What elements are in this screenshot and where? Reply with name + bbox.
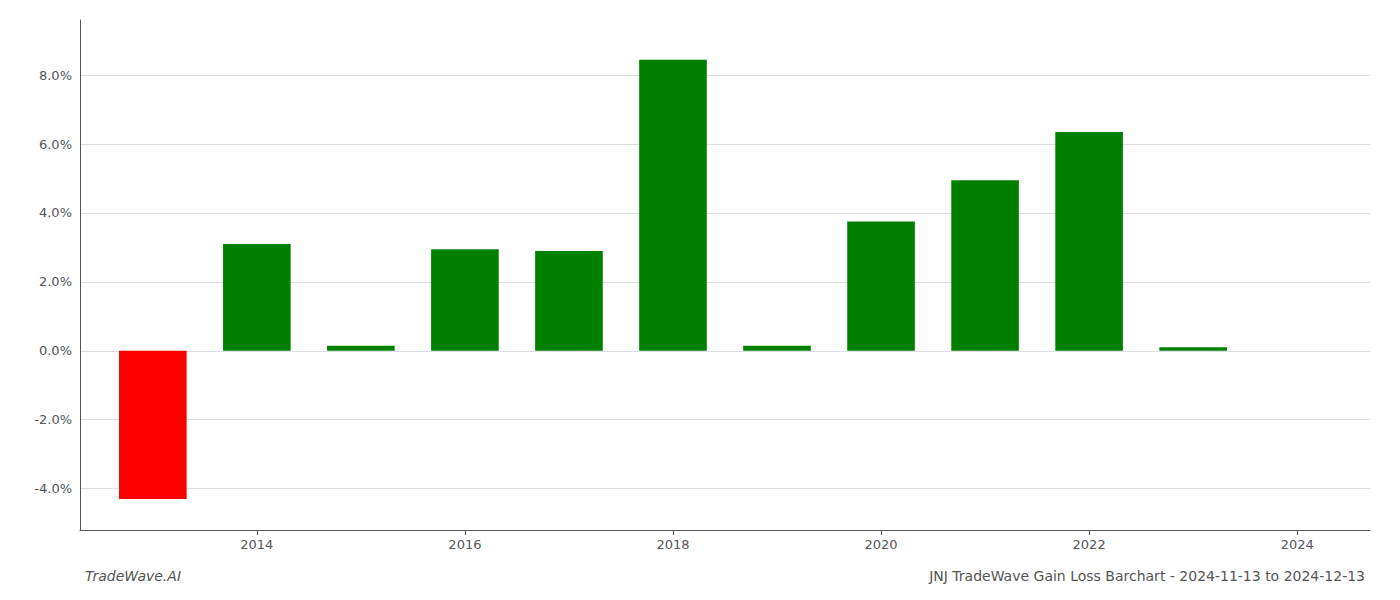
svg-text:4.0%: 4.0% [39,205,72,220]
svg-text:-4.0%: -4.0% [34,481,72,496]
svg-text:8.0%: 8.0% [39,68,72,83]
svg-text:2022: 2022 [1073,537,1106,552]
svg-text:2016: 2016 [448,537,481,552]
svg-text:TradeWave.AI: TradeWave.AI [85,568,181,584]
svg-text:0.0%: 0.0% [39,343,72,358]
svg-text:2014: 2014 [240,537,273,552]
svg-text:2024: 2024 [1281,537,1314,552]
svg-text:6.0%: 6.0% [39,137,72,152]
svg-text:-2.0%: -2.0% [34,412,72,427]
svg-text:JNJ TradeWave Gain Loss Barcha: JNJ TradeWave Gain Loss Barchart - 2024-… [928,568,1365,584]
svg-text:2.0%: 2.0% [39,274,72,289]
svg-text:2018: 2018 [656,537,689,552]
svg-text:2020: 2020 [865,537,898,552]
